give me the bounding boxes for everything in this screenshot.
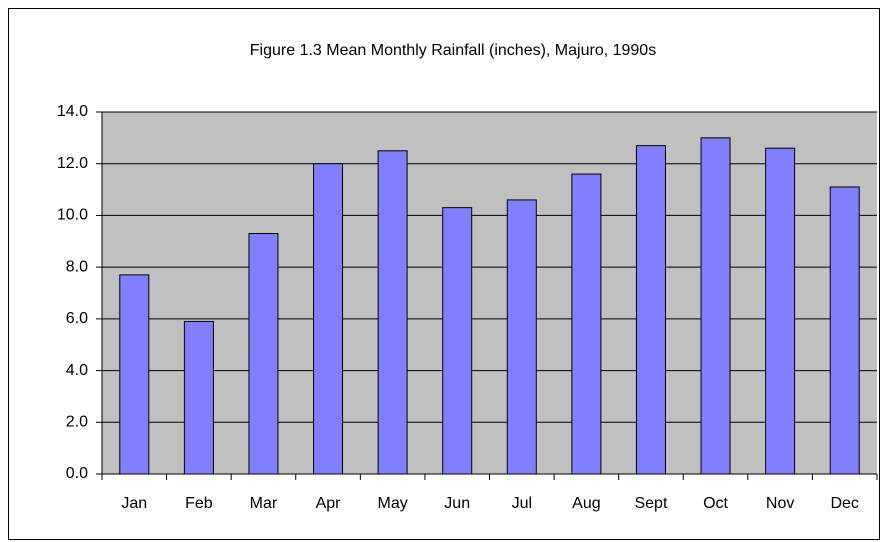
bar bbox=[700, 137, 731, 475]
y-tick-label: 0.0 bbox=[66, 465, 88, 482]
bar bbox=[377, 150, 408, 475]
plot-area bbox=[102, 112, 877, 474]
bar bbox=[765, 147, 796, 475]
y-tick-label: 6.0 bbox=[66, 310, 88, 327]
y-tick-label: 14.0 bbox=[57, 103, 88, 120]
y-tick-label: 4.0 bbox=[66, 362, 88, 379]
x-tick-label: Jan bbox=[121, 495, 147, 512]
chart-title: Figure 1.3 Mean Monthly Rainfall (inches… bbox=[250, 42, 656, 59]
x-tick-label: Apr bbox=[316, 495, 342, 512]
bar bbox=[119, 274, 150, 475]
x-tick-label: Mar bbox=[250, 495, 278, 512]
x-tick-label: Nov bbox=[766, 495, 794, 512]
x-tick-label: Oct bbox=[703, 495, 728, 512]
x-tick-label: May bbox=[378, 495, 408, 512]
bar bbox=[442, 207, 473, 475]
bar bbox=[635, 145, 666, 475]
bar bbox=[313, 163, 344, 475]
y-tick-label: 12.0 bbox=[57, 155, 88, 172]
x-tick-label: Jun bbox=[444, 495, 470, 512]
x-tick-label: Aug bbox=[572, 495, 600, 512]
x-tick-label: Feb bbox=[185, 495, 213, 512]
y-tick-label: 2.0 bbox=[66, 414, 88, 431]
y-tick-label: 10.0 bbox=[57, 207, 88, 224]
bar bbox=[183, 320, 214, 475]
bar bbox=[829, 186, 860, 475]
bar bbox=[248, 233, 279, 475]
bar bbox=[506, 199, 537, 475]
y-tick-label: 8.0 bbox=[66, 258, 88, 275]
bar bbox=[571, 173, 602, 475]
x-tick-label: Sept bbox=[634, 495, 667, 512]
x-tick-label: Dec bbox=[830, 495, 858, 512]
x-tick-label: Jul bbox=[512, 495, 532, 512]
